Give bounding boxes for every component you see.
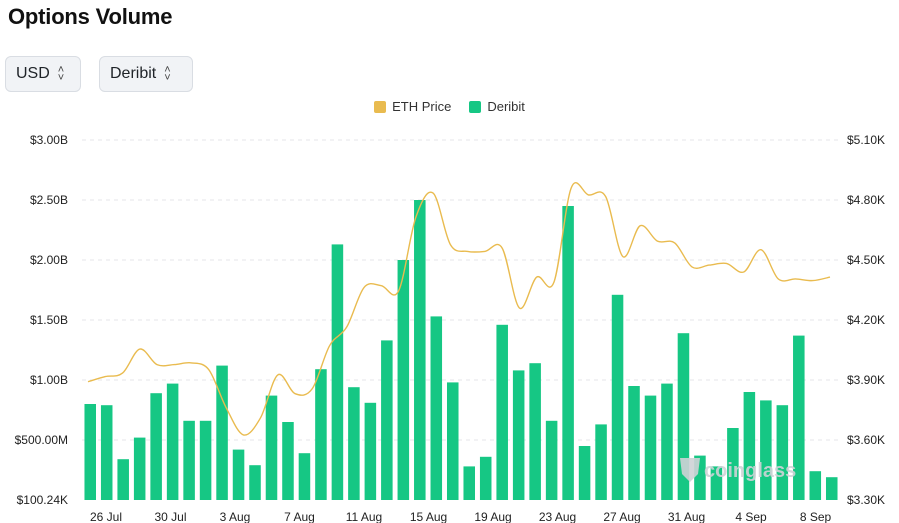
legend-swatch-eth-price: [374, 100, 387, 113]
bar-deribit: [315, 369, 327, 500]
legend-swatch-deribit: [469, 100, 482, 113]
bar-deribit: [463, 466, 475, 500]
y-right-tick-label: $4.80K: [847, 193, 885, 207]
bar-deribit: [562, 206, 574, 500]
bar-deribit: [743, 392, 756, 500]
bar-deribit: [512, 370, 525, 500]
bar-deribit: [727, 428, 739, 500]
y-right-tick-label: $4.50K: [847, 253, 885, 267]
x-tick-label: 19 Aug: [474, 510, 511, 523]
bar-deribit: [84, 404, 96, 500]
x-tick-label: 11 Aug: [346, 510, 382, 523]
bar-deribit: [199, 420, 212, 500]
bar-deribit: [100, 405, 113, 500]
legend-label-deribit: Deribit: [487, 99, 525, 114]
bar-deribit: [117, 459, 129, 500]
bar-deribit: [397, 260, 410, 500]
legend-item-eth-price[interactable]: ETH Price: [374, 99, 451, 114]
legend-item-deribit[interactable]: Deribit: [469, 99, 525, 114]
watermark-text: coinglass: [704, 460, 796, 482]
bar-deribit: [364, 402, 377, 500]
bar-deribit: [578, 446, 591, 500]
bar-deribit: [628, 386, 640, 500]
bar-deribit: [694, 455, 706, 500]
y-left-tick-label: $1.50B: [30, 313, 68, 327]
bar-deribit: [348, 387, 360, 500]
y-left-tick-label: $2.00B: [30, 253, 68, 267]
currency-select[interactable]: USD ˄ ˅: [5, 56, 81, 92]
bar-deribit: [282, 422, 294, 500]
chart-legend: ETH Price Deribit: [0, 99, 899, 114]
x-tick-label: 26 Jul: [90, 510, 122, 523]
bar-deribit: [133, 437, 146, 500]
x-tick-label: 31 Aug: [668, 510, 705, 523]
bar-deribit: [644, 395, 657, 500]
bar-deribit: [793, 335, 805, 500]
y-left-tick-label: $2.50B: [30, 193, 68, 207]
bar-deribit: [430, 316, 443, 500]
bar-deribit: [479, 456, 492, 500]
bar-deribit: [611, 294, 624, 500]
bar-deribit: [298, 453, 311, 500]
bar-deribit: [760, 400, 772, 500]
bar-deribit: [710, 466, 723, 500]
bar-deribit: [381, 340, 393, 500]
exchange-select[interactable]: Deribit ˄ ˅: [99, 56, 193, 92]
chevron-up-down-icon: ˄ ˅: [164, 64, 171, 84]
bar-deribit: [595, 424, 607, 500]
y-right-tick-label: $3.90K: [847, 373, 885, 387]
x-tick-label: 3 Aug: [220, 510, 251, 523]
bar-deribit: [150, 393, 162, 500]
bar-deribit: [166, 383, 179, 500]
x-tick-label: 15 Aug: [410, 510, 447, 523]
coinglass-logo-icon: [680, 458, 700, 482]
x-tick-label: 8 Sep: [800, 510, 832, 523]
bar-deribit: [331, 244, 344, 500]
chevron-up-down-icon: ˄ ˅: [57, 64, 65, 84]
bar-deribit: [529, 363, 541, 500]
bar-deribit: [496, 324, 508, 500]
line-eth-price: [87, 182, 831, 436]
y-left-tick-label: $500.00M: [15, 433, 68, 447]
bar-deribit: [825, 477, 838, 500]
bar-deribit: [216, 365, 228, 500]
y-right-tick-label: $3.30K: [847, 493, 885, 507]
bar-deribit: [446, 382, 459, 500]
page-title: Options Volume: [8, 4, 173, 29]
x-tick-label: 4 Sep: [735, 510, 767, 523]
bar-deribit: [414, 200, 426, 500]
bar-deribit: [776, 405, 789, 500]
x-tick-label: 27 Aug: [603, 510, 640, 523]
watermark: coinglass: [680, 458, 796, 482]
y-right-tick-label: $4.20K: [847, 313, 885, 327]
y-left-tick-label: $100.24K: [17, 493, 68, 507]
x-tick-label: 23 Aug: [539, 510, 576, 523]
currency-select-value: USD: [16, 65, 50, 82]
y-left-tick-label: $3.00B: [30, 133, 68, 147]
bar-deribit: [677, 333, 690, 500]
bar-deribit: [232, 449, 245, 500]
y-left-tick-label: $1.00B: [30, 373, 68, 387]
legend-label-eth-price: ETH Price: [392, 99, 452, 114]
y-right-tick-label: $3.60K: [847, 433, 885, 447]
bar-deribit: [661, 383, 673, 500]
exchange-select-value: Deribit: [110, 65, 157, 82]
bar-deribit: [545, 420, 558, 500]
bar-deribit: [183, 420, 195, 500]
y-right-tick-label: $5.10K: [847, 133, 885, 147]
bar-deribit: [265, 395, 278, 500]
x-tick-label: 7 Aug: [284, 510, 315, 523]
bar-deribit: [249, 465, 261, 500]
x-tick-label: 30 Jul: [154, 510, 186, 523]
bar-deribit: [809, 471, 822, 500]
